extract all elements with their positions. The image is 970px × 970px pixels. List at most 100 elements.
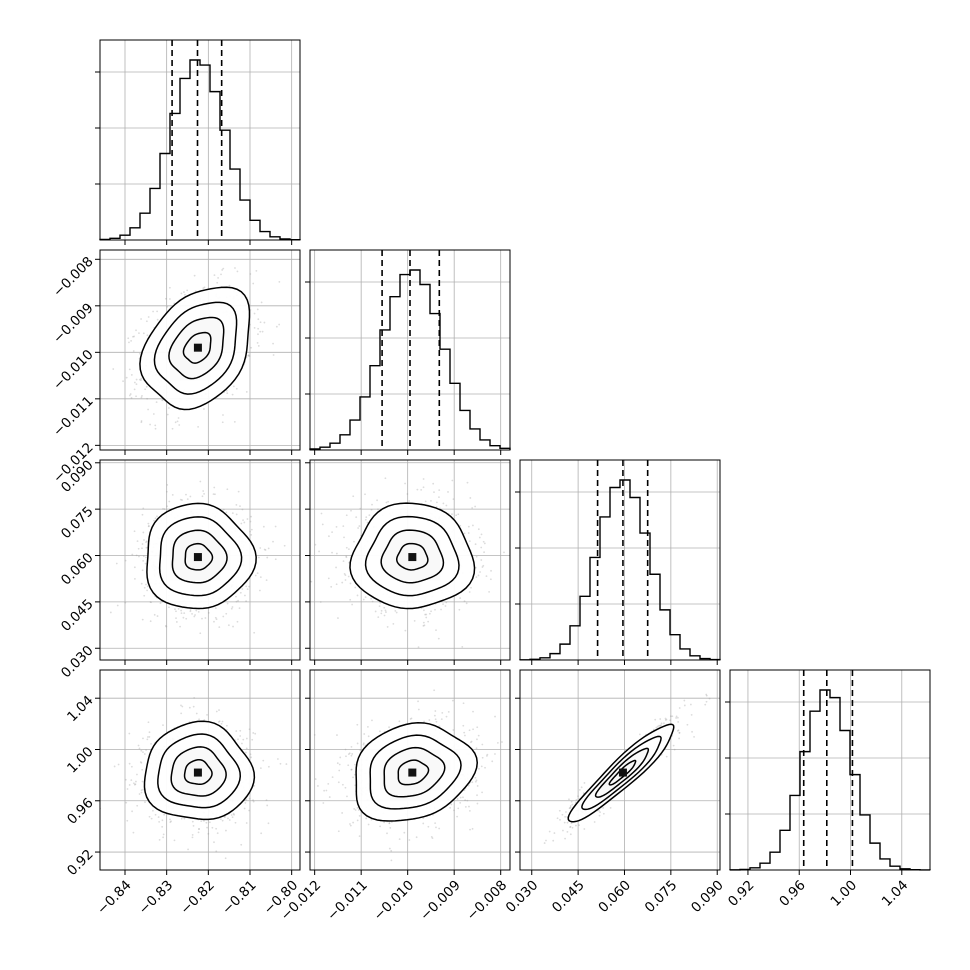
sample-point [131, 810, 133, 813]
sample-point [350, 509, 352, 512]
sample-point [475, 576, 478, 578]
sample-point [253, 312, 256, 315]
sample-point [265, 799, 268, 801]
sample-point [249, 530, 251, 533]
sample-point [132, 350, 135, 352]
sample-point [442, 502, 445, 505]
density-peak [193, 553, 202, 562]
sample-point [370, 508, 373, 511]
sample-point [356, 742, 359, 745]
x-tick-label-1-4: −0.008 [464, 877, 511, 924]
sample-point [336, 762, 339, 765]
sample-point [147, 522, 150, 525]
sample-point [166, 305, 169, 308]
sample-point [248, 355, 251, 358]
sample-point [146, 585, 149, 588]
sample-point [147, 316, 150, 318]
sample-point [131, 553, 134, 556]
contour-2 [153, 301, 238, 395]
sample-point [474, 505, 477, 508]
sample-point [221, 421, 224, 424]
sample-point [388, 726, 390, 729]
sample-point [459, 801, 462, 804]
sample-point [149, 601, 152, 603]
sample-point [477, 574, 480, 577]
sample-point [224, 857, 227, 860]
sample-point [447, 710, 450, 713]
sample-point [494, 715, 496, 718]
sample-point [335, 583, 338, 586]
sample-point [470, 740, 473, 743]
sample-point [485, 575, 488, 578]
sample-point [417, 708, 420, 711]
sample-point [154, 813, 157, 816]
sample-point [327, 577, 330, 580]
y-tick-label-2-1: 0.045 [58, 596, 97, 635]
sample-point [198, 828, 200, 830]
histogram-panel-3 [725, 669, 931, 875]
sample-point [343, 536, 345, 539]
sample-point [356, 594, 359, 597]
sample-point [564, 815, 567, 818]
sample-point [249, 273, 252, 275]
sample-point [379, 601, 382, 604]
sample-point [335, 552, 338, 555]
sample-point [88, 370, 90, 372]
sample-point [482, 564, 485, 567]
sample-point [185, 617, 188, 620]
sample-point [179, 498, 182, 501]
sample-point [142, 332, 145, 335]
sample-point [350, 768, 353, 771]
sample-point [387, 500, 390, 503]
y-tick-label-1-2: −0.010 [50, 347, 97, 394]
sample-point [331, 776, 334, 779]
sample-point [474, 543, 477, 546]
sample-point [206, 826, 208, 829]
sample-point [501, 741, 503, 743]
sample-point [245, 737, 248, 740]
sample-point [168, 298, 171, 300]
sample-point [252, 799, 254, 802]
sample-point [169, 821, 172, 824]
sample-point [135, 329, 137, 332]
sample-point [678, 737, 681, 740]
panel-frame [99, 39, 301, 241]
sample-point [484, 766, 486, 769]
sample-point [476, 738, 478, 741]
sample-point [187, 848, 189, 851]
sample-point [686, 723, 689, 726]
panel-frame [519, 459, 721, 661]
sample-point [260, 301, 263, 304]
sample-point [228, 284, 231, 287]
sample-point [147, 721, 150, 724]
x-tick-label-3-1: 0.96 [776, 877, 809, 910]
sample-point [583, 782, 586, 784]
sample-point [347, 548, 350, 551]
sample-point [609, 806, 612, 809]
sample-point [427, 620, 430, 623]
sample-point [203, 286, 206, 289]
contour-0 [397, 759, 430, 786]
contour-3 [143, 720, 256, 821]
sample-point [138, 555, 140, 558]
sample-point [133, 530, 136, 533]
sample-point [139, 379, 142, 382]
sample-point [169, 818, 171, 821]
y-tick-label-1-1: −0.011 [50, 393, 97, 440]
sample-point [466, 799, 469, 802]
sample-point [133, 381, 136, 384]
sample-point [445, 504, 448, 507]
sample-point [235, 503, 238, 506]
sample-point [142, 531, 145, 534]
sample-point [379, 730, 381, 733]
sample-point [180, 817, 183, 820]
sample-point [430, 836, 433, 838]
sample-point [201, 617, 203, 620]
sample-point [704, 703, 707, 706]
sample-point [144, 801, 146, 804]
sample-point [143, 753, 146, 755]
sample-point [496, 741, 499, 744]
sample-point [435, 826, 437, 829]
sample-point [362, 598, 365, 601]
sample-point [154, 427, 157, 430]
